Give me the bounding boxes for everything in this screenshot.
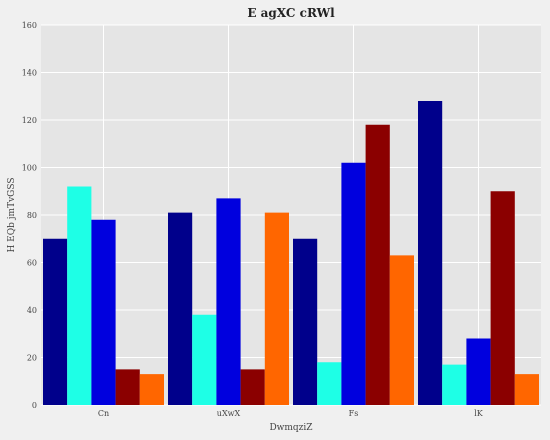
bar (341, 162, 366, 405)
bar (418, 101, 443, 405)
bar (91, 219, 116, 405)
bar (216, 198, 241, 405)
bar (264, 212, 289, 405)
x-tick-label: Cn (98, 409, 109, 418)
x-axis-label: DwmqziZ (269, 423, 312, 433)
bars-group (43, 101, 539, 405)
x-tick-label: uXwX (217, 409, 241, 418)
y-tick-label: 0 (32, 401, 37, 410)
y-tick-label: 140 (22, 69, 37, 78)
bar (293, 238, 318, 405)
bar (240, 369, 265, 405)
bar (67, 186, 92, 405)
bar (442, 364, 467, 405)
y-tick-label: 160 (22, 21, 37, 30)
y-tick-label: 100 (22, 164, 37, 173)
y-tick-label: 20 (27, 354, 37, 363)
chart-title: E agXC cRWl (247, 6, 335, 20)
tick-labels: 0 20 40 60 80 100 120 140 160 Cn uXwX Fs lK (22, 21, 484, 418)
x-tick-label: lK (474, 409, 484, 418)
bar (115, 369, 140, 405)
bar (466, 338, 491, 405)
y-tick-label: 40 (27, 306, 37, 315)
bar (514, 374, 539, 405)
bar (365, 124, 390, 405)
bar (317, 362, 342, 405)
x-tick-label: Fs (349, 409, 359, 418)
bar (139, 374, 164, 405)
y-tick-label: 80 (27, 211, 37, 220)
bar (168, 212, 193, 405)
bar (490, 191, 515, 405)
bar (389, 255, 414, 405)
y-tick-label: 120 (22, 116, 37, 125)
bar (192, 314, 217, 405)
y-tick-label: 60 (27, 259, 37, 268)
y-axis-label: H EQb jmTvGSS (7, 177, 17, 252)
bar (43, 238, 68, 405)
